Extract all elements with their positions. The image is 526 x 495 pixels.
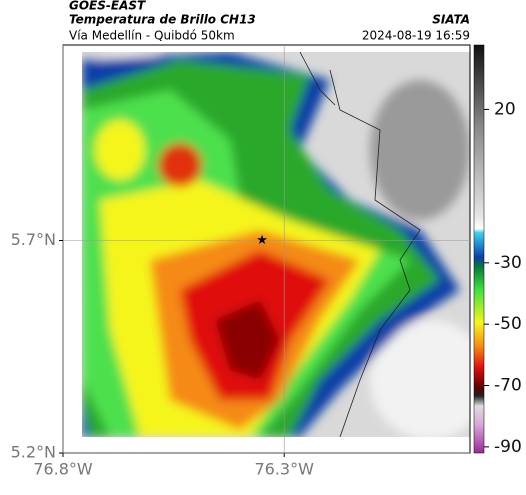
y-tick-label: 5.2°N <box>11 443 56 462</box>
y-tick-label: 5.7°N <box>11 230 56 249</box>
location-marker: ★ <box>256 233 268 248</box>
colorbar <box>473 44 485 454</box>
x-tick-label: 76.3°W <box>254 460 314 479</box>
colorbar-tick-label: -30 <box>494 253 522 273</box>
subtitle: Vía Medellín - Quibdó 50km <box>69 29 235 43</box>
colorbar-tick-label: -90 <box>494 437 522 457</box>
x-tick-label: 76.8°W <box>33 460 93 479</box>
title: Temperatura de Brillo CH13 <box>69 13 256 27</box>
colorbar-tick-label: -70 <box>494 376 522 396</box>
datetime: 2024-08-19 16:59 <box>362 29 470 43</box>
colorbar-tick-label: -50 <box>494 314 522 334</box>
colorbar-tick-label: 20 <box>494 99 516 119</box>
satellite-image <box>82 52 470 437</box>
source: SIATA <box>432 13 470 27</box>
product: GOES-EAST <box>69 0 146 13</box>
